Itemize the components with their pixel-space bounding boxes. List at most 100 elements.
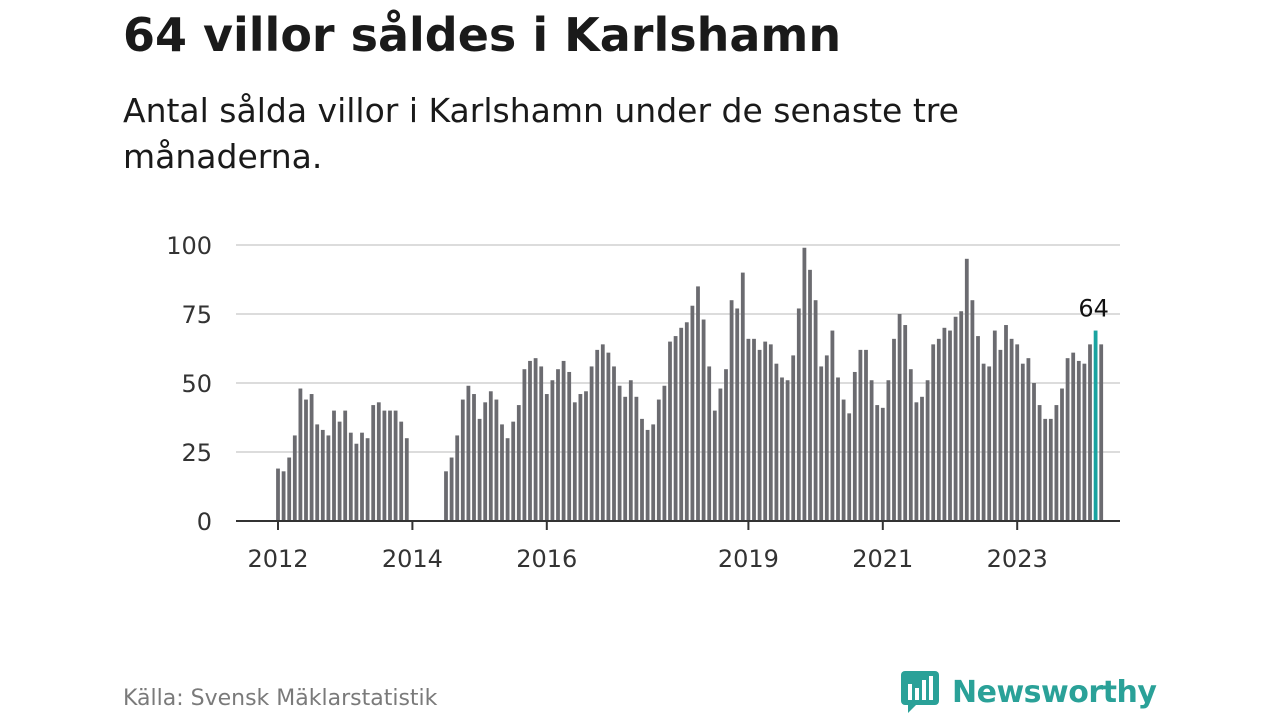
bar [953,316,958,521]
axes [236,520,1120,530]
y-tick-label: 100 [166,232,212,260]
bar-highlight [1093,330,1098,521]
bar [528,360,532,521]
brand: Newsworthy [900,670,1157,714]
bar [606,352,611,521]
bar [343,410,348,521]
bar [404,438,409,521]
bar [970,300,975,521]
bar [578,394,583,521]
bar [483,402,488,521]
bar [796,308,801,521]
bar [371,405,376,521]
bar [561,360,566,521]
bar [494,399,499,521]
bar [539,366,544,521]
bar [444,471,448,521]
bar [304,399,308,521]
bar [987,366,992,521]
bar [544,394,549,521]
bar [656,399,661,521]
bar [550,380,555,521]
bar [914,402,919,521]
bar [281,471,286,521]
bar [679,327,684,521]
y-tick-label: 75 [181,301,212,329]
bar [712,410,717,521]
y-tick-label: 50 [181,370,212,398]
bar [645,429,650,521]
bar [1082,363,1087,521]
bar [354,443,359,521]
bar [1015,344,1020,521]
bar [852,371,857,521]
bar [869,380,874,521]
source-text: Källa: Svensk Mäklarstatistik [123,686,438,711]
bar [533,358,538,521]
bar [516,405,521,521]
bar [780,377,784,521]
bar [309,394,314,521]
bar [684,322,689,521]
bar [1009,338,1014,521]
bar [1060,388,1064,521]
bar [292,435,297,521]
chart-title: 64 villor såldes i Karlshamn [123,8,842,62]
bar [942,327,947,521]
bar [1065,358,1070,521]
x-tick-label: 2014 [382,545,443,573]
bar [813,300,818,521]
bar [455,435,460,521]
x-tick-label: 2023 [987,545,1048,573]
bar [819,366,824,521]
bar [556,369,560,521]
bar [500,424,504,521]
bar [701,319,706,521]
brand-name: Newsworthy [952,674,1157,710]
bar [505,438,510,521]
bar [791,355,796,521]
chart-subtitle: Antal sålda villor i Karlshamn under de … [123,91,959,176]
y-tick-label: 0 [197,508,212,536]
last-value-label: 64 [1078,295,1109,323]
bar [612,366,616,521]
x-tick-label: 2016 [516,545,577,573]
bar [1026,358,1031,521]
bar [1054,405,1059,521]
bar [981,363,986,521]
bar [1048,418,1053,521]
bar [1004,325,1008,521]
bar [1037,405,1042,521]
bar [729,300,734,521]
bar [992,330,997,521]
bar [808,269,812,521]
bar [763,341,768,521]
bar [589,366,594,521]
bar [320,429,325,521]
bar [662,385,667,521]
bar [1071,352,1076,521]
bar [1032,383,1036,521]
x-tick-label: 2019 [718,545,779,573]
y-tick-label: 25 [181,439,212,467]
bar [886,380,891,521]
bar [802,247,807,521]
bar [460,399,465,521]
bar [337,421,342,521]
bar [365,438,370,521]
bar [936,338,941,521]
bar [640,418,644,521]
bar [1099,344,1104,521]
bar [746,338,751,521]
bar [847,413,852,521]
bar [875,405,880,521]
bar [315,424,320,521]
bar [757,349,762,521]
newsworthy-logo-icon [901,671,939,713]
bar [572,402,577,521]
bar [998,349,1003,521]
bar [707,366,712,521]
bar [690,305,695,521]
bar [617,385,622,521]
bar [600,344,605,521]
